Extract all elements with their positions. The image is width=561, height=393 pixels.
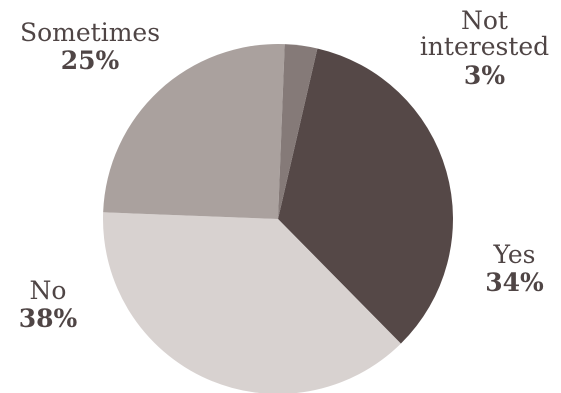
pie-slice-sometimes (103, 44, 285, 219)
slice-name-not-interested-line2: interested (419, 32, 550, 62)
pie-slice-not-interested (278, 44, 318, 219)
slice-name-no: No (29, 276, 67, 305)
pie-slice-yes (278, 48, 453, 344)
slice-label-no: No 38% (4, 276, 92, 334)
slice-name-not-interested-line1: Not (461, 6, 508, 35)
pie-slice-no (103, 212, 401, 393)
slice-label-yes: Yes 34% (472, 240, 557, 298)
slice-label-not-interested: Not interested 3% (412, 6, 557, 90)
slice-name-sometimes: Sometimes (19, 18, 161, 47)
slice-value-yes: 34% (485, 268, 544, 298)
slice-value-not-interested: 3% (463, 60, 506, 90)
slice-name-yes: Yes (493, 240, 536, 269)
slice-label-sometimes: Sometimes 25% (10, 18, 170, 76)
slice-value-no: 38% (18, 304, 78, 334)
slice-value-sometimes: 25% (60, 46, 120, 76)
